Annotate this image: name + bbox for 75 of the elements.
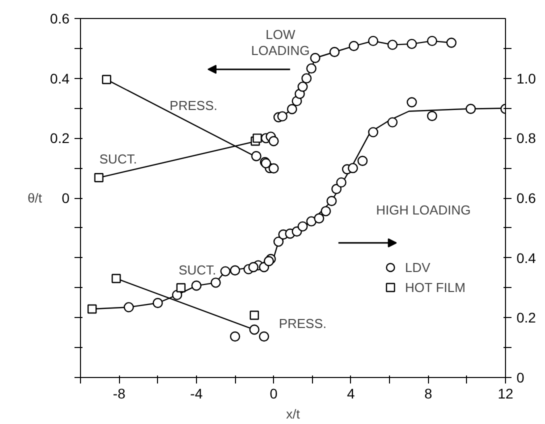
y-tick-label: 0.4 [50,70,70,86]
point [152,298,163,308]
annotation: LOW LOADING [251,26,310,58]
legend-label: LDV [405,260,430,274]
y-tick-label: 0.6 [50,10,70,26]
point [268,163,279,174]
point [176,283,186,292]
y2-tick-label: 0 [516,370,524,386]
point [230,265,240,276]
legend-label: HOT FILM [405,280,466,294]
x-tick-label: 4 [347,386,356,402]
y2-tick-label: 0.4 [516,250,536,266]
point [264,256,274,266]
x-axis-title: x/t [286,406,300,422]
point [268,136,279,146]
point [331,184,342,194]
point [406,38,417,50]
point [306,216,316,226]
y-tick-label: 0.2 [50,130,70,146]
point [306,63,316,74]
x-tick-label: 8 [424,386,432,402]
point [210,278,221,288]
point [220,266,230,276]
y2-tick-label: 0.8 [516,130,536,146]
point [320,206,331,216]
point [368,127,378,138]
y2-tick-label: 0.2 [516,310,536,326]
point [348,40,359,52]
point [250,310,259,320]
point [466,104,476,114]
point [249,324,260,335]
point [326,196,337,206]
y-tick-label: 0 [62,190,70,206]
point [252,134,262,143]
point [248,262,258,272]
point [446,38,457,48]
point [94,173,104,182]
point [251,151,262,162]
point [368,36,378,46]
x-tick-label: 12 [498,386,514,402]
x-tick-label: -8 [112,386,126,402]
point [357,156,368,166]
y-axis-title: θ/t [28,190,42,206]
point [426,36,438,46]
point [329,46,340,58]
point [298,82,308,92]
point [387,40,398,50]
point [273,236,284,247]
annotation: PRESS. [278,316,327,332]
annotation: PRESS. [170,98,218,113]
point [87,304,97,314]
point [112,274,121,284]
point [348,162,358,174]
point [298,221,308,232]
x-tick-label: -4 [190,386,203,402]
y2-tick-label: 0.6 [516,190,536,206]
point [258,331,270,342]
point [387,117,398,128]
point [230,331,240,342]
point [301,73,312,84]
point [286,104,298,114]
y2-tick-label: 1.0 [516,70,536,86]
point [336,177,346,188]
point [191,280,202,291]
point [310,52,320,64]
point [314,213,324,224]
annotation: HIGH LOADING [376,202,471,218]
annotation: SUCT. [178,262,216,278]
annotation: SUCT. [99,152,137,167]
point [277,111,288,122]
point [124,302,134,312]
point [102,74,112,84]
x-tick-label: 0 [270,386,278,402]
point [426,110,438,122]
point [406,97,417,108]
